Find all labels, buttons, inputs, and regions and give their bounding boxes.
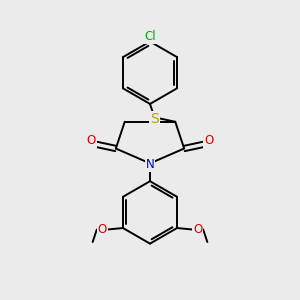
Text: S: S [150,112,159,126]
Text: O: O [204,134,213,147]
Text: N: N [146,158,154,171]
Text: Cl: Cl [144,30,156,43]
Text: O: O [98,223,107,236]
Text: O: O [87,134,96,147]
Text: O: O [193,223,203,236]
